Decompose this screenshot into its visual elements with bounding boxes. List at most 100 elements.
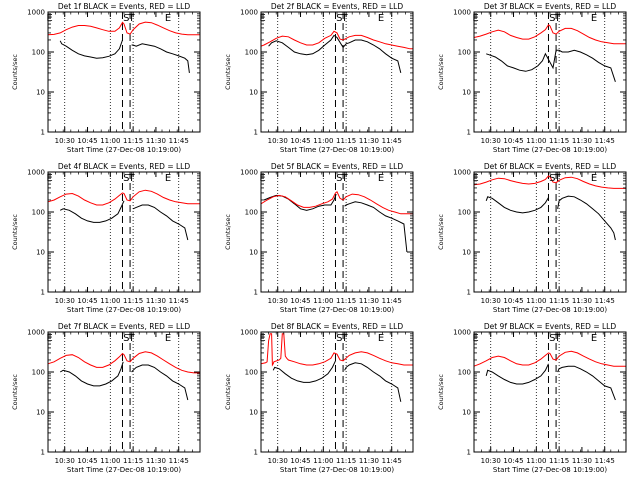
series-events (485, 195, 616, 241)
x-tick-label: 11:15 (336, 297, 356, 305)
y-tick-label: 10 (36, 409, 45, 417)
y-tick-label: 10 (249, 409, 258, 417)
event-marker: T (554, 333, 562, 344)
x-tick-label: 11:45 (595, 297, 615, 305)
event-marker: E (378, 13, 384, 24)
event-marker: T (341, 173, 349, 184)
x-tick-label: 11:00 (100, 457, 120, 465)
x-tick-label: 11:00 (313, 137, 333, 145)
event-marker: E (472, 333, 478, 344)
event-marker: E (46, 333, 52, 344)
y-tick-label: 10 (462, 409, 471, 417)
plot-frame (47, 11, 201, 133)
x-tick-label: 11:30 (359, 297, 379, 305)
x-tick-label: 10:30 (481, 457, 501, 465)
panel-title: Det 1f BLACK = Events, RED = LLD (58, 2, 191, 11)
series-lld (260, 333, 413, 367)
event-marker: E (46, 13, 52, 24)
y-tick-label: 1 (41, 289, 45, 297)
x-axis-label: Start Time (27-Dec-08 10:19:00) (493, 146, 607, 154)
x-tick-label: 11:45 (595, 457, 615, 465)
x-tick-label: 10:30 (268, 297, 288, 305)
panel-title: Det 7f BLACK = Events, RED = LLD (58, 322, 191, 331)
event-marker: T (554, 13, 562, 24)
x-tick-label: 10:45 (77, 137, 97, 145)
event-marker: E (165, 333, 171, 344)
y-tick-label: 100 (245, 49, 258, 57)
event-marker: T (341, 13, 349, 24)
panel-title: Det 9f BLACK = Events, RED = LLD (484, 322, 617, 331)
event-marker: E (472, 173, 478, 184)
x-tick-label: 11:45 (169, 297, 189, 305)
y-tick-label: 10 (249, 249, 258, 257)
event-marker: E (472, 13, 478, 24)
x-tick-label: 11:45 (382, 457, 402, 465)
series-events (268, 34, 402, 74)
x-tick-label: 10:30 (268, 457, 288, 465)
y-tick-label: 100 (32, 369, 45, 377)
series-lld (47, 189, 200, 206)
x-tick-label: 10:45 (503, 297, 523, 305)
y-tick-label: 10 (36, 89, 45, 97)
event-marker: E (165, 13, 171, 24)
y-tick-label: 1 (254, 289, 258, 297)
y-tick-label: 1 (467, 129, 471, 137)
x-tick-label: 11:15 (336, 137, 356, 145)
event-marker: T (341, 333, 349, 344)
y-tick-label: 100 (458, 209, 471, 217)
x-tick-label: 10:30 (268, 137, 288, 145)
x-axis-label: Start Time (27-Dec-08 10:19:00) (493, 466, 607, 474)
plot-frame (473, 171, 627, 293)
x-tick-label: 11:45 (169, 137, 189, 145)
y-tick-label: 1000 (27, 9, 45, 17)
event-marker: T (128, 13, 136, 24)
y-tick-label: 1000 (240, 169, 258, 177)
event-marker: E (165, 173, 171, 184)
x-axis-label: Start Time (27-Dec-08 10:19:00) (280, 146, 394, 154)
y-tick-label: 1000 (27, 329, 45, 337)
y-axis-label: Counts/sec (437, 54, 445, 90)
panel-5: Det 5f BLACK = Events, RED = LLD 1 10 100 10… (224, 162, 414, 314)
y-tick-label: 1000 (453, 9, 471, 17)
x-tick-label: 11:30 (146, 297, 166, 305)
panel-4: Det 4f BLACK = Events, RED = LLD 1 10 100 10… (11, 162, 201, 314)
y-tick-label: 10 (462, 89, 471, 97)
x-axis-label: Start Time (27-Dec-08 10:19:00) (280, 466, 394, 474)
x-tick-label: 11:15 (123, 137, 143, 145)
series-lld (473, 350, 626, 367)
series-events (59, 361, 189, 401)
x-tick-label: 11:30 (572, 457, 592, 465)
x-tick-label: 11:45 (382, 137, 402, 145)
event-marker: E (591, 333, 597, 344)
event-marker: E (378, 333, 384, 344)
x-tick-label: 10:45 (503, 137, 523, 145)
panel-9: Det 9f BLACK = Events, RED = LLD 1 10 100 10… (437, 322, 627, 474)
series-events (486, 49, 616, 82)
x-tick-label: 10:45 (290, 137, 310, 145)
panel-title: Det 6f BLACK = Events, RED = LLD (484, 162, 617, 171)
y-tick-label: 100 (245, 369, 258, 377)
x-tick-label: 11:30 (359, 137, 379, 145)
event-marker: S (336, 13, 342, 24)
series-lld (260, 191, 413, 215)
y-tick-label: 100 (32, 49, 45, 57)
x-tick-label: 11:30 (359, 457, 379, 465)
series-lld (473, 175, 626, 189)
event-marker: T (128, 333, 136, 344)
panel-2: Det 2f BLACK = Events, RED = LLD 1 10 100 10… (224, 2, 414, 154)
x-tick-label: 11:00 (526, 297, 546, 305)
panel-title: Det 8f BLACK = Events, RED = LLD (271, 322, 404, 331)
y-tick-label: 1000 (453, 169, 471, 177)
y-tick-label: 100 (458, 369, 471, 377)
x-tick-label: 10:45 (290, 457, 310, 465)
panel-title: Det 2f BLACK = Events, RED = LLD (271, 2, 404, 11)
y-tick-label: 1 (254, 449, 258, 457)
y-tick-label: 1000 (27, 169, 45, 177)
panel-6: Det 6f BLACK = Events, RED = LLD 1 10 100 10… (437, 162, 627, 314)
event-marker: E (259, 333, 265, 344)
event-marker: S (336, 333, 342, 344)
x-tick-label: 11:00 (313, 297, 333, 305)
y-tick-label: 10 (249, 89, 258, 97)
x-tick-label: 11:15 (336, 457, 356, 465)
